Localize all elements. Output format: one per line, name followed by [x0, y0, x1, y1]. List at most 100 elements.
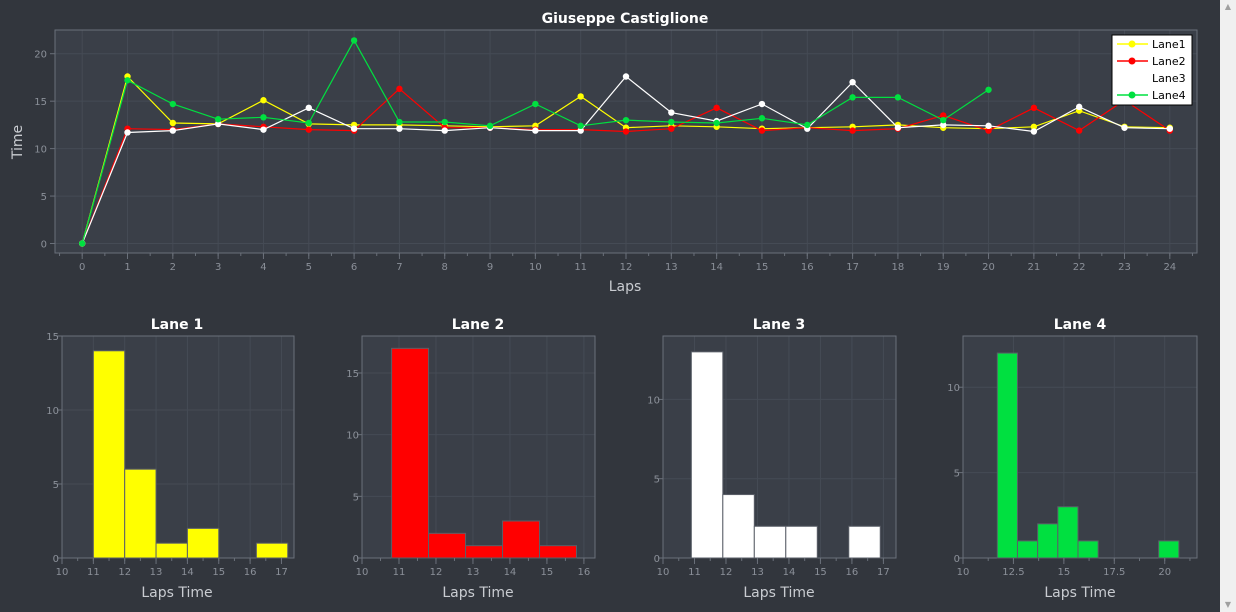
- data-point-lane4: [758, 115, 766, 122]
- laps-line-chart: 0 1 2 3 4 5 6 7 8 9 10 11 12 13 14 15 16 17 18 19 20 21 22 23 24…: [10, 11, 1198, 295]
- legend-swatch-marker: [1128, 57, 1136, 65]
- data-point-lane4: [486, 122, 494, 130]
- data-point-lane4: [441, 118, 448, 126]
- y-tick-label: 5: [954, 469, 960, 480]
- x-tick-label: 2: [170, 262, 176, 273]
- histogram-bar: [753, 525, 787, 559]
- histogram-bar: [996, 352, 1018, 559]
- histogram-bar: [785, 525, 818, 559]
- y-tick-label: 0: [353, 554, 359, 565]
- data-point-lane4: [804, 121, 811, 129]
- data-point-lane1: [169, 119, 177, 127]
- y-tick-label: 5: [53, 480, 59, 491]
- y-tick-label: 5: [654, 475, 660, 486]
- x-tick-label: 11: [688, 567, 701, 578]
- data-point-lane4: [668, 118, 675, 126]
- histogram-title: Lane 2: [452, 317, 504, 333]
- data-point-lane4: [713, 119, 720, 127]
- data-point-lane3: [985, 122, 992, 130]
- y-tick-label: 10: [346, 431, 359, 442]
- data-point-lane4: [894, 94, 902, 101]
- data-point-lane4: [169, 100, 177, 108]
- data-point-lane2: [668, 125, 675, 132]
- x-tick-label: 0: [79, 262, 85, 273]
- lane-1-histogram: 10 11 12 13 14 15 16 17 0 5 10 15 Lane 1 Laps Time: [46, 317, 295, 601]
- data-point-lane4: [350, 37, 358, 44]
- legend-box: [1111, 34, 1193, 106]
- y-tick-label: 20: [34, 50, 47, 61]
- data-point-lane4: [577, 122, 584, 130]
- legend-swatch-marker: [1128, 91, 1136, 99]
- histogram-bar: [124, 468, 157, 559]
- y-tick-label: 0: [41, 240, 47, 251]
- x-tick-label: 14: [783, 567, 796, 578]
- data-point-lane3: [894, 124, 902, 131]
- x-tick-label: 15: [541, 567, 554, 578]
- histogram-bar: [428, 532, 467, 559]
- vertical-scrollbar[interactable]: ▲ ▼: [1220, 0, 1236, 612]
- data-point-lane2: [396, 85, 403, 93]
- x-axis-label: Laps Time: [442, 585, 513, 601]
- histogram-title: Lane 3: [753, 317, 805, 333]
- x-axis-label: Laps Time: [141, 585, 212, 601]
- x-tick-label: 15: [212, 567, 225, 578]
- x-tick-label: 10: [957, 567, 970, 578]
- x-tick-label: 12: [118, 567, 131, 578]
- y-tick-label: 0: [654, 554, 660, 565]
- scroll-up-icon[interactable]: ▲: [1224, 2, 1232, 11]
- y-tick-label: 5: [41, 192, 47, 203]
- x-tick-label: 11: [393, 567, 406, 578]
- x-tick-label: 12.5: [1002, 567, 1024, 578]
- x-tick-label: 12: [620, 262, 633, 273]
- x-tick-label: 1: [124, 262, 130, 273]
- legend-label: Lane3: [1152, 72, 1186, 85]
- x-tick-label: 18: [892, 262, 905, 273]
- x-tick-label: 11: [87, 567, 100, 578]
- data-point-lane3: [305, 104, 312, 112]
- x-tick-label: 7: [396, 262, 402, 273]
- data-point-lane4: [622, 116, 630, 124]
- data-point-lane3: [940, 121, 947, 129]
- x-tick-label: 15: [814, 567, 827, 578]
- data-point-lane3: [169, 127, 177, 134]
- data-point-lane3: [396, 125, 403, 132]
- x-tick-label: 19: [937, 262, 950, 273]
- scroll-down-icon[interactable]: ▼: [1224, 600, 1232, 609]
- data-point-lane2: [985, 127, 992, 134]
- x-tick-label: 10: [356, 567, 369, 578]
- data-point-lane2: [1030, 104, 1038, 112]
- y-axis-label: Time: [10, 125, 26, 160]
- histogram-bar: [465, 545, 504, 559]
- data-point-lane3: [1030, 128, 1038, 135]
- data-point-lane3: [849, 78, 856, 86]
- x-tick-label: 20: [982, 262, 995, 273]
- x-tick-label: 5: [306, 262, 312, 273]
- histogram-bar: [722, 494, 755, 559]
- data-point-lane3: [577, 127, 584, 134]
- data-point-lane3: [622, 73, 630, 80]
- x-tick-label: 21: [1027, 262, 1040, 273]
- data-point-lane3: [214, 120, 222, 128]
- data-point-lane3: [124, 129, 131, 136]
- histogram-bar: [1037, 523, 1059, 559]
- x-tick-label: 13: [665, 262, 678, 273]
- histogram-bar: [155, 542, 188, 559]
- histogram-bar: [1057, 506, 1079, 559]
- x-tick-label: 14: [710, 262, 723, 273]
- histogram-bar: [391, 347, 430, 559]
- data-point-lane2: [1075, 127, 1083, 134]
- y-tick-label: 0: [53, 554, 59, 565]
- data-point-lane2: [758, 127, 766, 134]
- data-point-lane3: [1166, 125, 1174, 132]
- data-point-lane1: [577, 93, 584, 100]
- x-tick-label: 12: [720, 567, 733, 578]
- data-point-lane3: [260, 126, 267, 133]
- data-point-lane4: [396, 118, 403, 126]
- lane-2-histogram: 10 11 12 13 14 15 16 0 5 10 15 Lane 2 Laps Time: [346, 317, 596, 601]
- x-tick-label: 10: [56, 567, 69, 578]
- data-point-lane2: [849, 127, 856, 134]
- data-point-lane4: [305, 119, 312, 127]
- histogram-bar: [1077, 540, 1099, 559]
- data-point-lane2: [622, 128, 630, 135]
- data-point-lane4: [849, 94, 856, 101]
